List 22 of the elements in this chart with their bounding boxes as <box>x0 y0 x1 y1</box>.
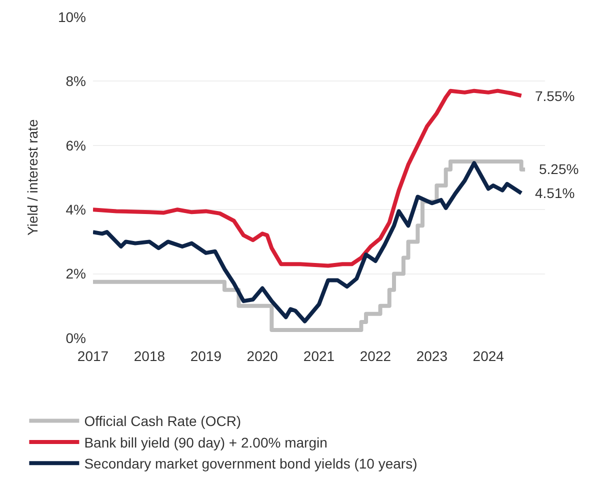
y-tick-label: 0% <box>66 330 86 346</box>
x-tick-label: 2018 <box>134 348 166 364</box>
x-tick-label: 2022 <box>360 348 392 364</box>
annotation: 5.25% <box>539 161 579 177</box>
annotation: 4.51% <box>535 185 575 201</box>
line-series <box>93 88 524 268</box>
y-tick-label: 8% <box>66 73 86 90</box>
y-tick-label: 2% <box>66 266 86 282</box>
y-tick-label: 10% <box>58 8 86 25</box>
y-axis-title: Yield / interest rate <box>24 119 40 236</box>
y-tick-label: 6% <box>66 137 86 154</box>
x-tick-label: 2023 <box>416 348 448 364</box>
x-tick-label: 2020 <box>246 348 278 364</box>
legend-label: Secondary market government bond yields (10 years) <box>84 456 418 472</box>
legend-label: Bank bill yield (90 day) + 2.00% margin <box>84 434 328 450</box>
legend-label: Official Cash Rate (OCR) <box>84 413 242 430</box>
y-tick-label: 4% <box>66 202 86 218</box>
x-tick-label: 2024 <box>472 348 504 364</box>
x-tick-label: 2017 <box>77 348 109 364</box>
x-tick-label: 2019 <box>190 348 222 364</box>
annotation: 7.55% <box>535 88 575 104</box>
x-tick-label: 2021 <box>303 348 335 364</box>
